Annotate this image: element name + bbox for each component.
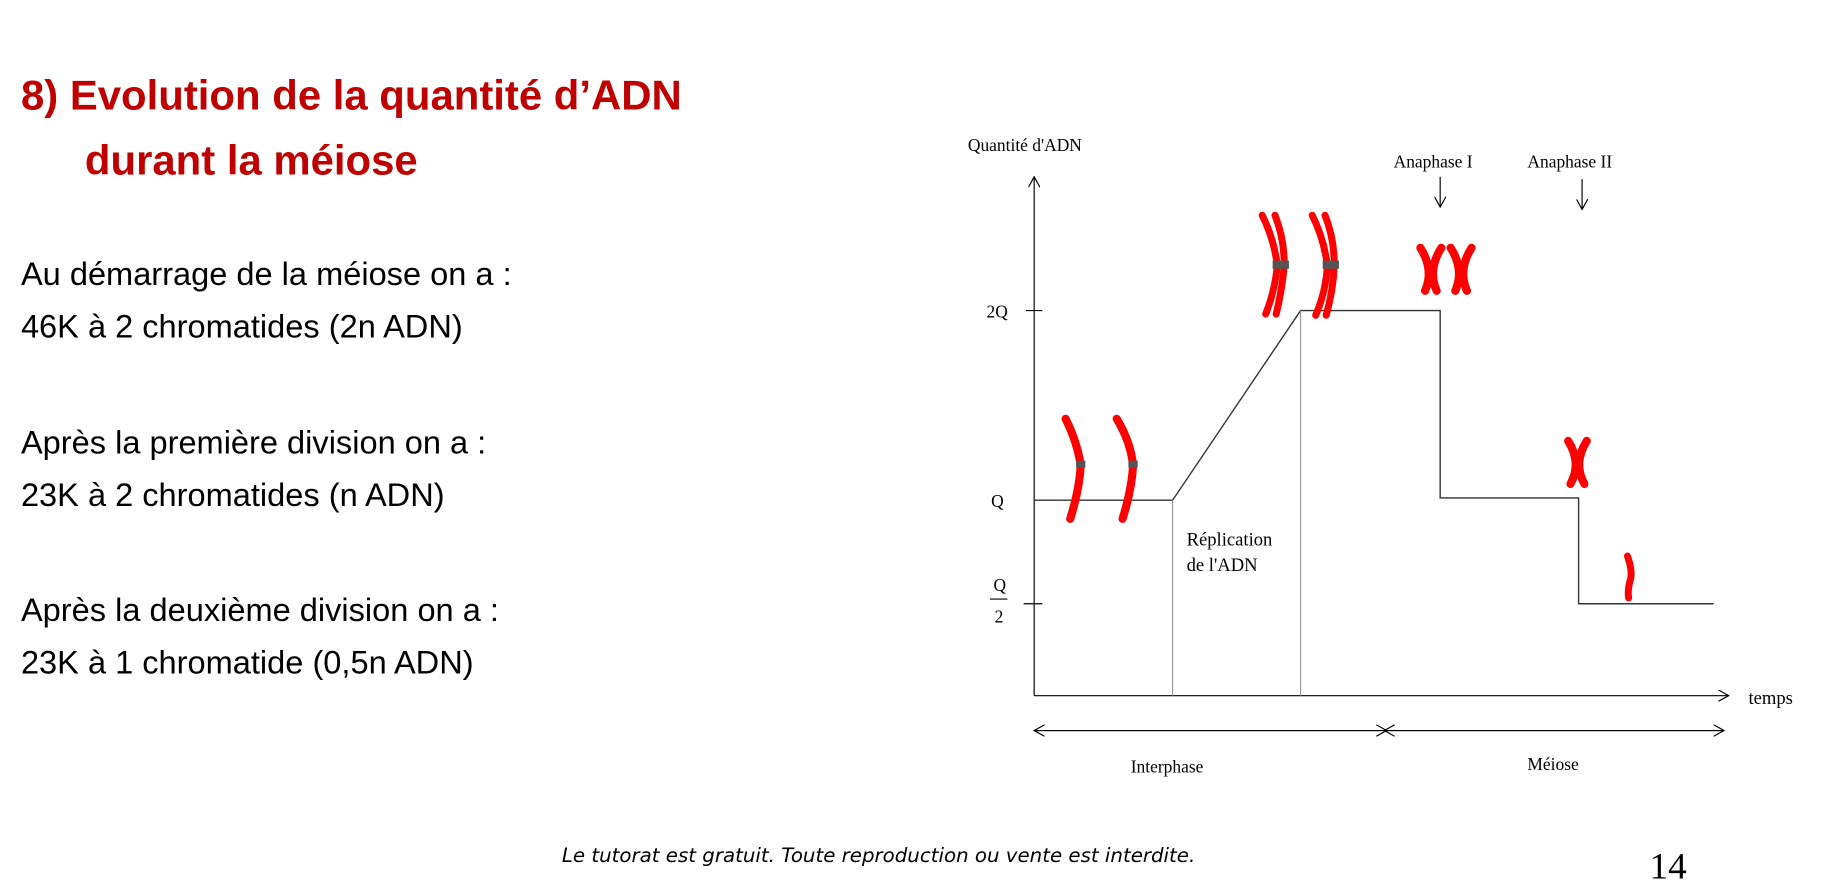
tick-label-q: Q [991,491,1004,511]
anaphase-1-label: Anaphase I [1394,152,1473,172]
slide-title-line2: durant la méiose [84,136,418,184]
chromosome-replicated-pair-icon [1258,211,1339,319]
interphase-label: Interphase [1131,756,1204,776]
anaphase-2-label: Anaphase II [1527,152,1612,172]
chromosome-single-chromatid-pair-icon [1061,414,1138,523]
title-number: 8) [20,70,59,119]
tick-label-half-num: Q [993,575,1006,595]
replication-label-line2: de l'ADN [1187,555,1259,576]
title-text: Evolution de la quantité d’ADN [69,70,682,119]
page-number: 14 [1649,844,1687,887]
chromosome-final-chromatid-icon [1623,552,1635,602]
chromosome-anaphase-2-icon [1564,436,1591,489]
footer-notice: Le tutorat est gratuit. Toute reproducti… [561,844,1196,868]
tick-label-2q: 2Q [986,302,1008,322]
paragraph-first-division-label: Après la première division on a : [20,424,487,461]
paragraph-start-value: 46K à 2 chromatides (2n ADN) [20,308,463,345]
paragraph-second-division-label: Après la deuxième division on a : [20,592,499,629]
paragraph-second-division-value: 23K à 1 chromatide (0,5n ADN) [20,644,474,681]
slide-title-line1: 8) Evolution de la quantité d’ADN [21,72,682,119]
chromosome-anaphase-1-icon [1416,243,1476,295]
paragraph-first-division-value: 23K à 2 chromatides (n ADN) [20,476,445,514]
paragraph-start-label: Au démarrage de la méiose on a : [20,255,512,292]
tick-label-half-den: 2 [995,606,1004,626]
dna-quantity-curve [1034,309,1714,605]
x-axis-label: temps [1748,688,1792,709]
y-axis-label: Quantité d'ADN [968,135,1082,155]
replication-label-line1: Réplication [1187,530,1273,551]
meiose-label: Méiose [1527,754,1579,774]
